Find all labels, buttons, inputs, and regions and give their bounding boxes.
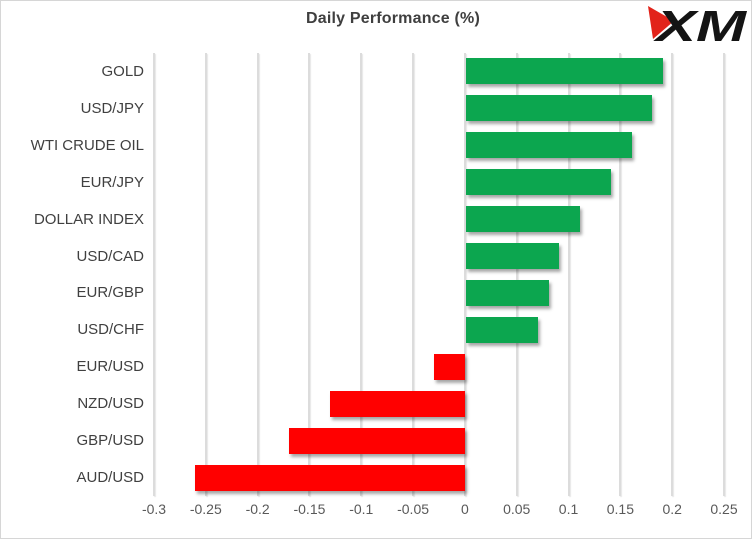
x-tick-label-0.15: 0.15 (606, 501, 634, 517)
xm-logo: XM (648, 2, 748, 49)
bar-eur-jpy (465, 169, 611, 196)
gridline-0.25 (723, 53, 725, 496)
x-tick-label-0.05: 0.05 (503, 501, 531, 517)
bar-usd-cad (465, 243, 560, 270)
category-label-usd-chf: USD/CHF (77, 321, 144, 339)
x-tick-label-0.2: 0.2 (662, 501, 682, 517)
bar-nzd-usd (330, 390, 465, 417)
gridline-0.1 (567, 53, 570, 496)
gridline-0.2 (671, 53, 674, 496)
x-tick-label--0.3: -0.3 (141, 501, 167, 517)
category-label-eur-jpy: EUR/JPY (80, 173, 144, 191)
category-label-usd-jpy: USD/JPY (80, 99, 144, 117)
category-label-nzd-usd: NZD/USD (77, 395, 144, 413)
xm-logo-text: XM (652, 2, 748, 49)
bar-gbp-usd (288, 427, 465, 454)
gridline--0.2 (256, 53, 259, 496)
bar-usd-chf (465, 316, 539, 343)
bar-wti-crude-oil (465, 132, 632, 159)
category-axis: GOLD USD/JPY WTI CRUDE OIL EUR/JPY DOLLAR IN… (1, 53, 144, 496)
category-label-eur-gbp: EUR/GBP (76, 284, 144, 302)
bar-usd-jpy (465, 95, 653, 122)
gridline--0.3 (153, 53, 155, 496)
category-label-gbp-usd: GBP/USD (76, 432, 144, 450)
category-label-dollar-index: DOLLAR INDEX (33, 210, 144, 228)
category-label-usd-cad: USD/CAD (76, 247, 144, 265)
gridline-0 (463, 53, 466, 496)
gridline--0.05 (412, 53, 415, 496)
bar-dollar-index (465, 206, 580, 233)
gridline-0.05 (515, 53, 518, 496)
x-tick-label--0.15: -0.15 (293, 501, 326, 517)
x-tick-label-0.25: 0.25 (710, 501, 738, 517)
bar-eur-usd (433, 353, 465, 380)
value-axis: -0.3 -0.25 -0.2 -0.15 -0.1 -0.05 0 0.05 0.1 0.15 0… (1, 501, 751, 525)
category-label-eur-usd: EUR/USD (76, 358, 144, 376)
gridline-0.15 (619, 53, 622, 496)
x-tick-label--0.2: -0.2 (245, 501, 270, 517)
gridline--0.15 (308, 53, 311, 496)
bar-eur-gbp (465, 279, 549, 306)
gridline--0.25 (204, 53, 207, 496)
x-tick-label-0: 0 (461, 501, 469, 517)
category-label-gold: GOLD (101, 62, 144, 80)
plot-area (153, 53, 725, 496)
bar-aud-usd (195, 464, 465, 491)
x-tick-label--0.25: -0.25 (189, 501, 222, 517)
x-tick-label--0.1: -0.1 (349, 501, 374, 517)
category-label-wti-crude-oil: WTI CRUDE OIL (30, 136, 144, 154)
x-tick-label-0.1: 0.1 (558, 501, 579, 517)
category-label-aud-usd: AUD/USD (76, 469, 144, 487)
chart-title: Daily Performance (%) (305, 10, 481, 27)
gridline--0.1 (360, 53, 363, 496)
xm-logo-arrow-icon (648, 6, 674, 39)
bar-gold (465, 58, 663, 85)
x-tick-label--0.05: -0.05 (397, 501, 430, 517)
